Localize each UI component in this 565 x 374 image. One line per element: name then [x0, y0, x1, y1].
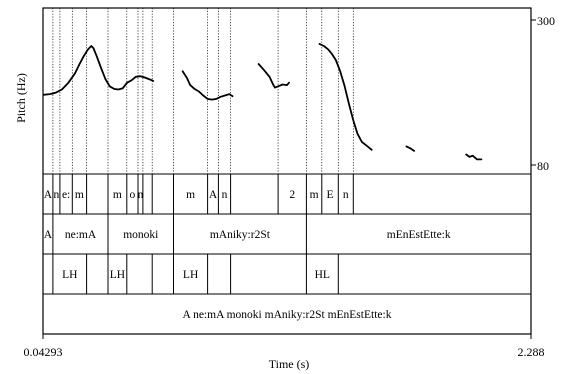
- axis-labels: Time (s) Pitch (Hz) 0.04293 2.288 300 80: [14, 14, 555, 371]
- pitch-contour: [42, 43, 483, 161]
- pitch-series-line: [465, 153, 483, 161]
- plot-frame: [42, 7, 532, 335]
- tier-label: m: [186, 189, 195, 201]
- pitch-series-line: [405, 145, 416, 152]
- tier-label: LH: [110, 269, 125, 281]
- tier-label: 2: [289, 189, 295, 201]
- tier-label: E: [326, 189, 333, 201]
- tier-label: A: [44, 229, 53, 241]
- tier-label: LH: [62, 269, 77, 281]
- pitch-series-line: [42, 45, 155, 96]
- tier-label: A: [44, 189, 53, 201]
- tier-label: A: [209, 189, 218, 201]
- frame: [42, 7, 536, 339]
- tier-label: LH: [183, 269, 198, 281]
- tier-label: m: [310, 189, 319, 201]
- tier-label: n: [343, 189, 349, 201]
- tier-label: n: [138, 189, 144, 201]
- tier-label: ne:mA: [65, 229, 97, 241]
- tier-label: n: [222, 189, 228, 201]
- tier-label: monoki: [123, 229, 158, 241]
- tier-label: m: [75, 189, 84, 201]
- pitch-series-line: [257, 63, 291, 89]
- tier-label: m: [113, 189, 122, 201]
- tier-label: n: [54, 189, 60, 201]
- boundary-lines: [52, 8, 354, 174]
- tier-label: HL: [315, 269, 330, 281]
- tier-label: A ne:mA monoki mAniky:r2St mEnEstEtte:k: [183, 309, 392, 321]
- y-axis-label: Pitch (Hz): [14, 73, 28, 123]
- x-tick-label: 0.04293: [24, 345, 63, 359]
- y-tick-label: 300: [537, 14, 555, 28]
- tier-label: mEnEstEtte:k: [387, 229, 451, 241]
- tier-label: mAniky:r2St: [210, 229, 271, 241]
- y-tick-label: 80: [537, 159, 549, 173]
- x-tick-label: 2.288: [518, 345, 545, 359]
- tier-label: e:: [62, 189, 70, 201]
- pitch-series-line: [318, 43, 373, 151]
- tier-label: o: [130, 189, 136, 201]
- pitch-series-line: [181, 70, 234, 101]
- x-axis-label: Time (s): [269, 357, 310, 371]
